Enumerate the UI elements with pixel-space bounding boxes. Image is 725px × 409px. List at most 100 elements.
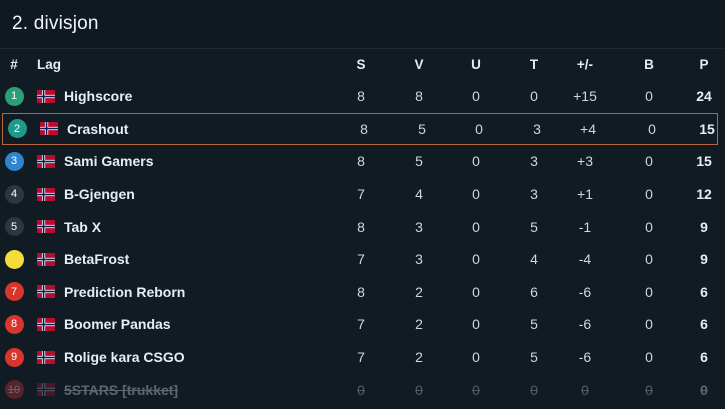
table-row[interactable]: 1 Highscore 8 8 0 0 +15 0 24 [0,80,725,113]
draws-value: 0 [472,381,480,398]
played-value: 8 [357,283,365,300]
points-value: 0 [700,381,708,398]
points-value: 6 [700,316,708,333]
table-row[interactable]: 5 Tab X 8 3 0 5 -1 0 9 [0,210,725,243]
diff-value: -6 [578,349,592,366]
diff-value: +4 [580,120,596,137]
table-body: 1 Highscore 8 8 0 0 +15 0 24 2 Crashout 8 5 0 3 +4 0 15 3 S… [0,80,725,406]
bonus-value: 0 [645,316,653,333]
played-value: 7 [357,349,365,366]
diff-value: -4 [578,251,592,268]
bonus-value: 0 [648,120,656,137]
bonus-value: 0 [645,283,653,300]
draws-value: 0 [472,186,480,203]
draws-value: 0 [472,153,480,170]
title-bar: 2. divisjon [0,0,725,49]
table-row[interactable]: 10 5STARS [trukket] 0 0 0 0 0 0 0 [0,373,725,406]
bonus-value: 0 [645,251,653,268]
norway-flag-icon [37,187,55,201]
played-value: 0 [357,381,365,398]
table-row[interactable]: 8 Boomer Pandas 7 2 0 5 -6 0 6 [0,308,725,341]
points-value: 15 [696,153,712,170]
team-name[interactable]: BetaFrost [64,251,130,268]
rank-badge: 9 [4,347,24,367]
draws-value: 0 [472,283,480,300]
header-bonus[interactable]: B [644,57,654,72]
draws-value: 0 [472,88,480,105]
diff-value: -6 [578,283,592,300]
team-name[interactable]: Crashout [67,120,129,137]
page-title: 2. divisjon [12,13,99,34]
rank-cell: 8 [2,314,26,334]
rank-cell: 5 [2,217,26,237]
draws-value: 0 [472,316,480,333]
table-row[interactable]: 7 Prediction Reborn 8 2 0 6 -6 0 6 [0,276,725,309]
rank-badge: 2 [7,119,27,139]
losses-value: 0 [530,381,538,398]
header-team[interactable]: Lag [37,57,62,72]
wins-value: 5 [415,153,423,170]
bonus-value: 0 [645,218,653,235]
header-wins[interactable]: V [414,57,424,72]
team-name[interactable]: 5STARS [trukket] [64,381,179,398]
losses-value: 4 [530,251,538,268]
points-value: 12 [696,186,712,203]
norway-flag-icon [37,89,55,103]
team-name[interactable]: Rolige kara CSGO [64,349,185,366]
team-name[interactable]: Prediction Reborn [64,283,186,300]
team-name[interactable]: Tab X [64,218,102,235]
team-name[interactable]: Highscore [64,88,133,105]
rank-badge: 10 [4,380,24,400]
header-losses[interactable]: T [529,57,539,72]
played-value: 8 [360,120,368,137]
table-header: # Lag S V U T +/- B P [0,49,725,80]
header-draws[interactable]: U [471,57,481,72]
team-name[interactable]: B-Gjengen [64,186,135,203]
norway-flag-icon [37,383,55,397]
table-row[interactable]: 6 BetaFrost 7 3 0 4 -4 0 9 [0,243,725,276]
wins-value: 3 [415,218,423,235]
bonus-value: 0 [645,381,653,398]
rank-cell: 9 [2,347,26,367]
table-row[interactable]: 4 B-Gjengen 7 4 0 3 +1 0 12 [0,178,725,211]
losses-value: 5 [530,218,538,235]
team-name[interactable]: Boomer Pandas [64,316,171,333]
table-row[interactable]: 9 Rolige kara CSGO 7 2 0 5 -6 0 6 [0,341,725,374]
header-played[interactable]: S [356,57,366,72]
played-value: 8 [357,153,365,170]
points-value: 9 [700,218,708,235]
team-name[interactable]: Sami Gamers [64,153,154,170]
rank-cell: 2 [5,119,29,139]
losses-value: 5 [530,316,538,333]
rank-badge: 5 [4,217,24,237]
wins-value: 2 [415,316,423,333]
losses-value: 5 [530,349,538,366]
played-value: 7 [357,316,365,333]
draws-value: 0 [472,349,480,366]
diff-value: -6 [578,316,592,333]
rank-badge: 6 [4,249,24,269]
rank-badge: 4 [4,184,24,204]
rank-cell: 6 [2,249,26,269]
played-value: 8 [357,218,365,235]
rank-badge: 1 [4,86,24,106]
played-value: 7 [357,251,365,268]
bonus-value: 0 [645,186,653,203]
diff-value: +3 [577,153,593,170]
norway-flag-icon [37,317,55,331]
rank-cell: 7 [2,282,26,302]
table-row[interactable]: 2 Crashout 8 5 0 3 +4 0 15 [2,112,718,146]
header-points[interactable]: P [699,57,709,72]
header-diff[interactable]: +/- [576,57,594,72]
rank-cell: 3 [2,151,26,171]
points-value: 24 [696,88,712,105]
diff-value: +1 [577,186,593,203]
wins-value: 2 [415,349,423,366]
table-row[interactable]: 3 Sami Gamers 8 5 0 3 +3 0 15 [0,145,725,178]
norway-flag-icon [40,122,58,136]
points-value: 9 [700,251,708,268]
diff-value: 0 [581,381,589,398]
bonus-value: 0 [645,88,653,105]
losses-value: 0 [530,88,538,105]
rank-badge: 3 [4,151,24,171]
